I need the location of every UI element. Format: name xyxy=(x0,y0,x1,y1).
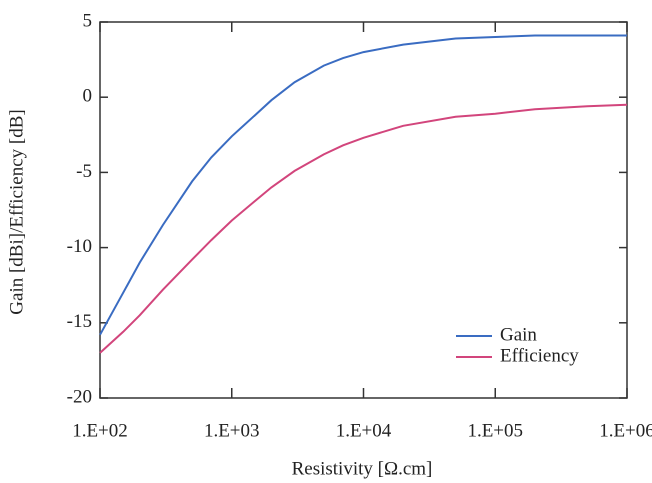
y-axis-title: Gain [dBi]/Efficiency [dB] xyxy=(6,109,27,314)
x-tick-label: 1.E+03 xyxy=(204,420,260,441)
y-tick-label: -10 xyxy=(67,236,92,257)
y-tick-label: -15 xyxy=(67,311,92,332)
x-tick-label: 1.E+06 xyxy=(599,420,652,441)
y-tick-label: -20 xyxy=(67,386,92,407)
x-axis-title: Resistivity [Ω.cm] xyxy=(292,458,433,479)
y-tick-label: 0 xyxy=(83,86,93,107)
plot-frame xyxy=(99,21,628,399)
x-tick-label: 1.E+04 xyxy=(336,420,392,441)
series-line xyxy=(99,103,628,354)
legend-label: Gain xyxy=(500,324,537,345)
y-tick-label: 5 xyxy=(83,10,93,31)
x-tick-label: 1.E+02 xyxy=(72,420,128,441)
y-tick-label: -5 xyxy=(76,161,92,182)
x-tick-label: 1.E+05 xyxy=(467,420,523,441)
legend-label: Efficiency xyxy=(500,345,579,366)
series-line xyxy=(99,34,627,336)
